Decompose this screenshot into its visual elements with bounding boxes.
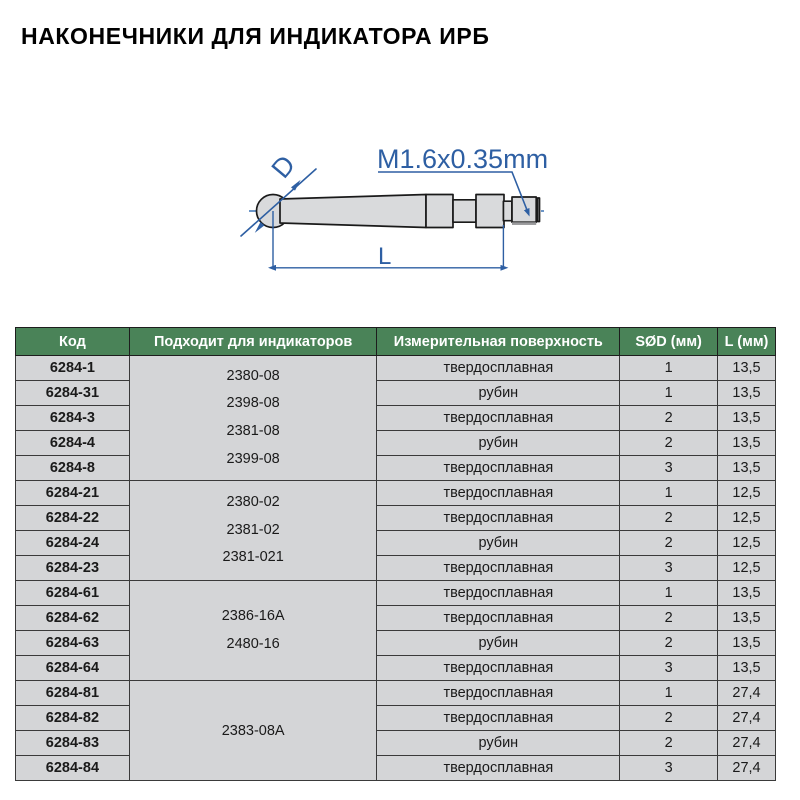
svg-text:L: L <box>378 243 391 270</box>
svg-text:D: D <box>266 150 302 184</box>
svg-text:M1.6x0.35mm: M1.6x0.35mm <box>377 144 548 174</box>
